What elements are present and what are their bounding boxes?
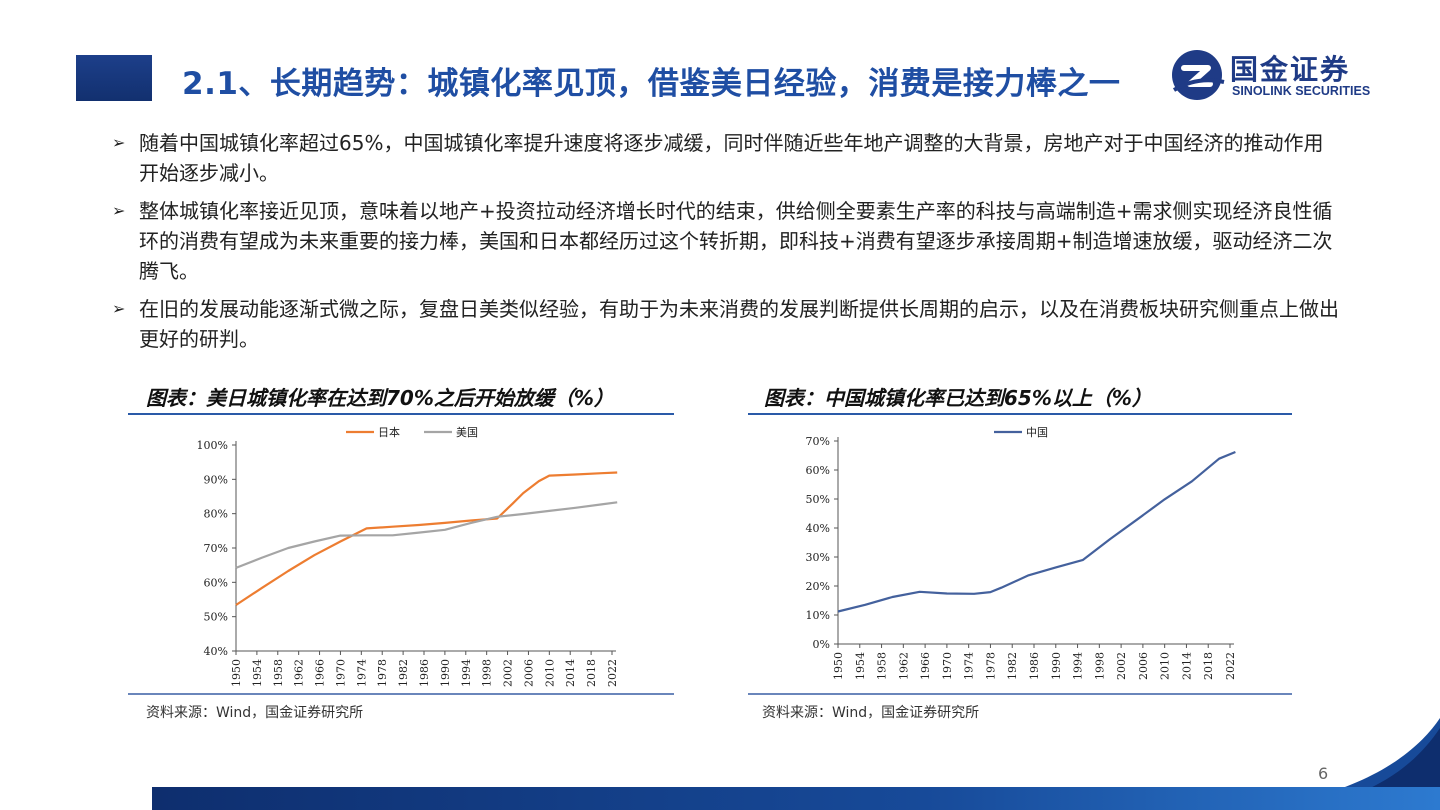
y-tick-label: 50%	[204, 611, 228, 624]
x-tick-label: 1958	[876, 652, 889, 680]
chart-china-svg: 70% 60% 50% 40% 30% 20% 10% 0%1950 1954 1958 1962 1…	[806, 426, 1237, 680]
chart-title-us-japan: 图表：美日城镇化率在达到70%之后开始放缓（%）	[146, 386, 614, 410]
bullet-item: ➢ 整体城镇化率接近见顶，意味着以地产+投资拉动经济增长时代的结束，供给侧全要素…	[112, 196, 1342, 286]
y-tick-label: 70%	[806, 435, 830, 448]
bullet-arrow-icon: ➢	[112, 299, 126, 318]
legend-label: 中国	[1026, 426, 1048, 439]
x-tick-label: 1986	[418, 659, 431, 687]
legend-label: 美国	[456, 426, 478, 439]
y-tick-label: 60%	[806, 464, 830, 477]
series-line-日本	[235, 471, 618, 606]
bullet-arrow-icon: ➢	[112, 133, 126, 152]
x-tick-label: 2002	[1115, 652, 1128, 680]
bullet-arrow-icon: ➢	[112, 201, 126, 220]
x-tick-label: 1966	[314, 659, 327, 687]
bullet-item: ➢ 在旧的发展动能逐渐式微之际，复盘日美类似经验，有助于为未来消费的发展判断提供…	[112, 294, 1342, 354]
x-tick-label: 1994	[1072, 652, 1085, 680]
y-tick-label: 60%	[204, 576, 228, 589]
legend-label: 日本	[378, 425, 400, 439]
chart-source: 资料来源：Wind，国金证券研究所	[146, 705, 364, 721]
x-tick-label: 2022	[606, 659, 619, 687]
x-tick-label: 1950	[230, 659, 243, 687]
x-tick-label: 1978	[376, 659, 389, 687]
x-tick-label: 2010	[543, 659, 556, 687]
y-tick-label: 70%	[204, 542, 228, 555]
y-tick-label: 40%	[204, 645, 228, 658]
bullet-text: 随着中国城镇化率超过65%，中国城镇化率提升速度将逐步减缓，同时伴随近些年地产调…	[139, 131, 1324, 185]
x-tick-label: 1974	[963, 652, 976, 680]
y-tick-label: 100%	[197, 439, 228, 452]
company-logo: 国金证券 SINOLINK SECURITIES	[1168, 46, 1408, 104]
chart-title-china: 图表：中国城镇化率已达到65%以上（%）	[764, 386, 1152, 410]
x-tick-label: 1986	[1028, 652, 1041, 680]
x-tick-label: 1982	[397, 659, 410, 687]
logo-english-name: SINOLINK SECURITIES	[1232, 84, 1371, 98]
bullet-text: 整体城镇化率接近见顶，意味着以地产+投资拉动经济增长时代的结束，供给侧全要素生产…	[139, 199, 1333, 283]
x-tick-label: 1950	[832, 652, 845, 680]
x-tick-label: 1998	[1093, 652, 1106, 680]
x-tick-label: 2014	[1180, 652, 1193, 680]
x-tick-label: 1990	[1050, 652, 1063, 680]
x-tick-label: 1954	[251, 659, 264, 687]
x-tick-label: 2022	[1224, 652, 1237, 680]
x-tick-label: 2006	[522, 659, 535, 687]
x-tick-label: 1962	[897, 652, 910, 680]
x-tick-label: 2014	[564, 659, 577, 687]
title-accent-bar	[76, 55, 152, 101]
x-tick-label: 1954	[854, 652, 867, 680]
y-tick-label: 90%	[204, 473, 228, 486]
chart-china: 70% 60% 50% 40% 30% 20% 10% 0% 1950 1954 1958 1962 1…	[750, 420, 1292, 690]
chart-title-rule	[748, 413, 1292, 415]
chart-bottom-rule	[128, 693, 674, 695]
y-tick-label: 0%	[813, 638, 830, 651]
x-tick-label: 2006	[1137, 652, 1150, 680]
y-tick-label: 40%	[806, 522, 830, 535]
x-tick-label: 2002	[502, 659, 515, 687]
page-title: 2.1、长期趋势：城镇化率见顶，借鉴美日经验，消费是接力棒之一	[182, 66, 1121, 102]
logo-chinese-name: 国金证券	[1230, 53, 1351, 86]
x-tick-label: 1970	[941, 652, 954, 680]
series-line-中国	[837, 450, 1236, 613]
x-tick-label: 1962	[293, 659, 306, 687]
footer-bar	[152, 787, 1440, 810]
bullet-text: 在旧的发展动能逐渐式微之际，复盘日美类似经验，有助于为未来消费的发展判断提供长周…	[139, 297, 1339, 351]
y-tick-label: 80%	[204, 508, 228, 521]
x-tick-label: 2018	[1202, 652, 1215, 680]
x-tick-label: 2018	[585, 659, 598, 687]
x-tick-label: 1966	[919, 652, 932, 680]
x-tick-label: 1994	[460, 659, 473, 687]
y-tick-label: 50%	[806, 493, 830, 506]
page-number: 6	[1318, 764, 1329, 783]
x-tick-label: 1958	[272, 659, 285, 687]
y-tick-label: 20%	[806, 580, 830, 593]
sinolink-logo-icon	[1172, 50, 1225, 100]
chart-source: 资料来源：Wind，国金证券研究所	[762, 705, 980, 721]
x-tick-label: 1982	[1006, 652, 1019, 680]
bullet-item: ➢ 随着中国城镇化率超过65%，中国城镇化率提升速度将逐步减缓，同时伴随近些年地…	[112, 128, 1342, 188]
chart-bottom-rule	[748, 693, 1292, 695]
y-tick-label: 10%	[806, 609, 830, 622]
series-line-美国	[235, 501, 618, 569]
chart-us-japan-svg: 100% 90% 80% 70% 60% 50% 40%1950 1954 1958 1962 19…	[197, 425, 619, 687]
chart-title-rule	[128, 413, 674, 415]
x-tick-label: 1990	[439, 659, 452, 687]
chart-us-japan: 100% 90% 80% 70% 60% 50% 40% 1950 1954 1958 1962 19…	[130, 420, 674, 690]
x-tick-label: 1974	[355, 659, 368, 687]
x-tick-label: 2010	[1159, 652, 1172, 680]
x-tick-label: 1998	[481, 659, 494, 687]
x-tick-label: 1970	[334, 659, 347, 687]
x-tick-label: 1978	[984, 652, 997, 680]
bullet-list: ➢ 随着中国城镇化率超过65%，中国城镇化率提升速度将逐步减缓，同时伴随近些年地…	[112, 128, 1342, 362]
y-tick-label: 30%	[806, 551, 830, 564]
